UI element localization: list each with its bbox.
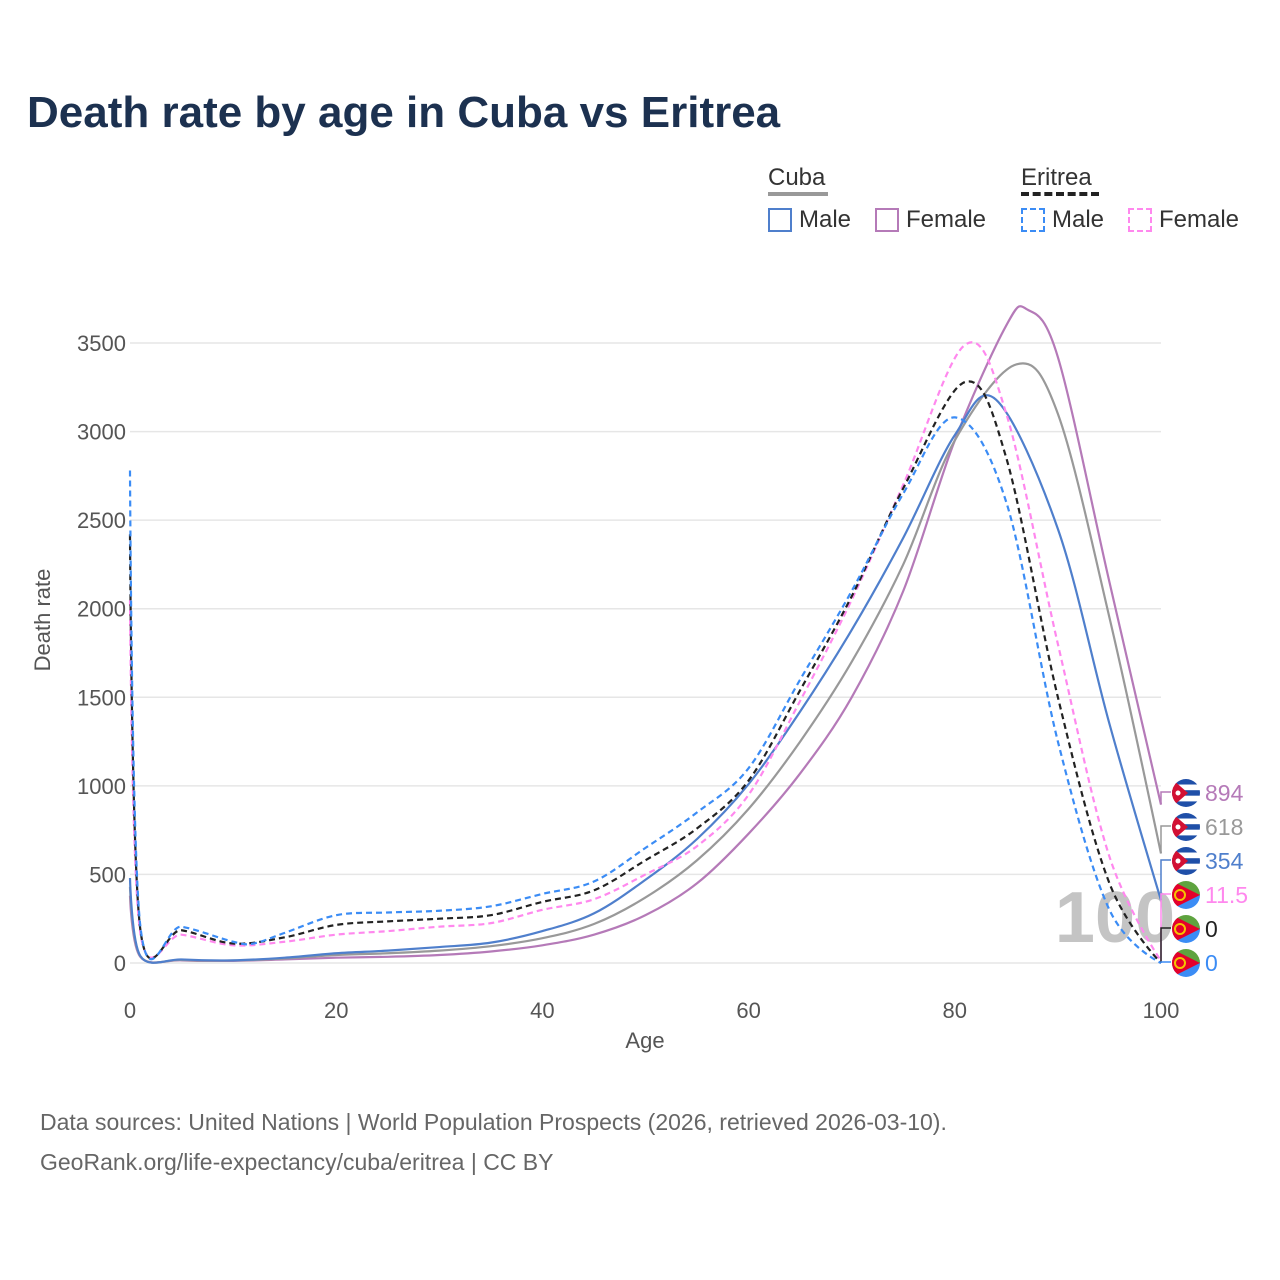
end-label-connector <box>1160 961 1171 963</box>
eritrea-flag-icon <box>1172 949 1200 977</box>
legend-group-eritrea: Eritrea <box>1021 164 1092 191</box>
end-value-label: 0 <box>1205 950 1218 976</box>
legend-label-cuba-male[interactable]: Male <box>799 206 852 233</box>
cuba-flag-icon <box>1172 813 1200 841</box>
legend-swatch-cuba-female[interactable] <box>875 208 899 232</box>
chart-title: Death rate by age in Cuba vs Eritrea <box>27 88 781 137</box>
legend-group-cuba: Cuba <box>768 164 826 191</box>
end-value-label: 11.5 <box>1205 882 1248 908</box>
x-tick-label: 40 <box>530 998 554 1023</box>
end-label-connector <box>1160 825 1171 854</box>
legend-label-eritrea-male[interactable]: Male <box>1052 206 1105 233</box>
series-line-eritrea-total[interactable] <box>128 380 1162 964</box>
source-line-2[interactable]: GeoRank.org/life-expectancy/cuba/eritrea… <box>40 1149 554 1175</box>
y-tick-label: 3500 <box>77 331 126 356</box>
x-tick-label: 60 <box>736 998 760 1023</box>
y-tick-label: 2500 <box>77 508 126 533</box>
series-line-cuba-total[interactable] <box>128 362 1163 964</box>
x-axis-label: Age <box>625 1028 664 1053</box>
cuba-flag-icon <box>1172 779 1200 807</box>
end-value-label: 618 <box>1205 814 1243 840</box>
end-label-connector <box>1160 791 1171 805</box>
series-line-eritrea-female[interactable] <box>128 341 1162 962</box>
series-line-eritrea-male[interactable] <box>128 416 1162 964</box>
legend-swatch-eritrea-male[interactable] <box>1021 208 1045 232</box>
y-tick-label: 3000 <box>77 420 126 445</box>
x-tick-label: 80 <box>943 998 967 1023</box>
y-axis-label: Death rate <box>30 569 55 672</box>
end-label-connector <box>1160 927 1171 963</box>
legend-swatch-cuba-male[interactable] <box>768 208 792 232</box>
legend-eritrea-line <box>1021 192 1099 196</box>
legend-swatch-eritrea-female[interactable] <box>1128 208 1152 232</box>
end-label-connector <box>1160 859 1171 901</box>
legend-cuba-line <box>768 192 828 196</box>
x-tick-label: 0 <box>124 998 136 1023</box>
y-tick-label: 1000 <box>77 774 126 799</box>
legend-label-eritrea-female[interactable]: Female <box>1159 206 1240 233</box>
year-watermark: 100 <box>1055 878 1175 958</box>
y-tick-label: 0 <box>114 951 126 976</box>
series-line-cuba-female[interactable] <box>128 305 1163 964</box>
x-tick-label: 20 <box>324 998 348 1023</box>
cuba-flag-icon <box>1172 847 1200 875</box>
legend-label-cuba-female[interactable]: Female <box>906 206 987 233</box>
y-tick-label: 500 <box>89 862 126 887</box>
end-value-label: 0 <box>1205 916 1218 942</box>
eritrea-flag-icon <box>1172 915 1200 943</box>
end-value-label: 354 <box>1205 848 1244 874</box>
x-tick-label: 100 <box>1143 998 1180 1023</box>
eritrea-flag-icon <box>1172 881 1200 909</box>
end-value-label: 894 <box>1205 780 1244 806</box>
y-tick-label: 1500 <box>77 685 126 710</box>
y-tick-label: 2000 <box>77 597 126 622</box>
source-line-1: Data sources: United Nations | World Pop… <box>40 1109 947 1135</box>
series-line-cuba-male[interactable] <box>128 394 1163 964</box>
